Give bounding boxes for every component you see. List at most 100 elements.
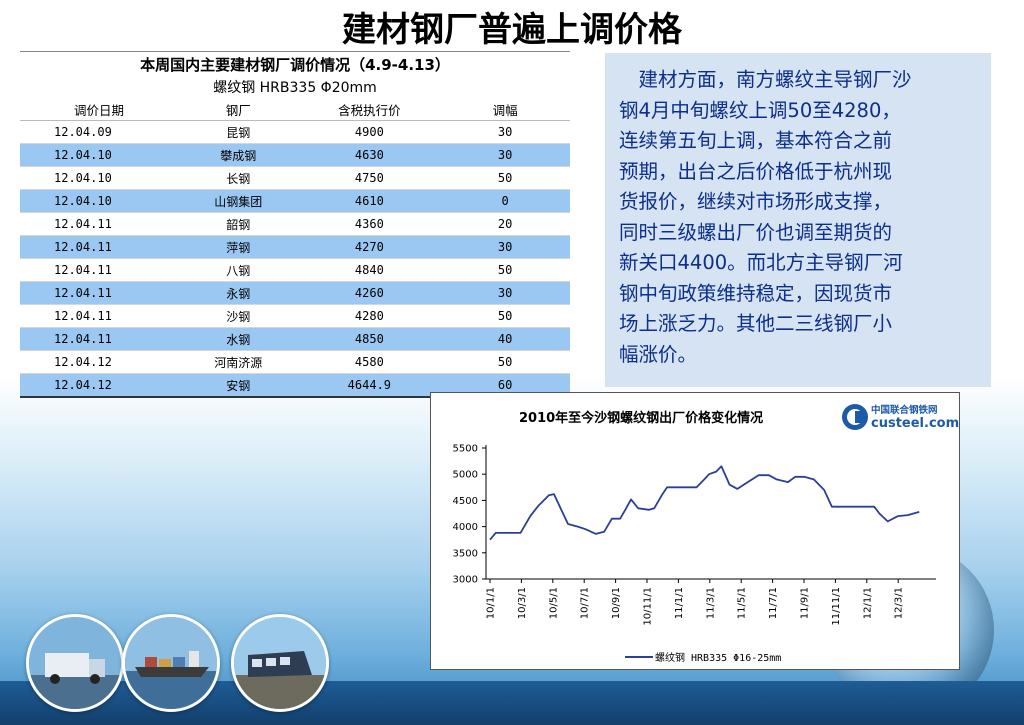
x-tick-label: 12/3/1 [894, 587, 905, 619]
cell-date: 12.04.12 [20, 373, 178, 398]
cell-price: 4360 [298, 212, 441, 236]
price-chart: 2010年至今沙钢螺纹钢出厂价格变化情况 中国联合钢铁网 custeel.com… [430, 392, 960, 670]
cell-mill: 山钢集团 [177, 189, 299, 213]
y-tick-label: 3000 [453, 575, 478, 586]
header-change: 调幅 [440, 98, 570, 121]
chart-title: 2010年至今沙钢螺纹钢出厂价格变化情况 [519, 410, 763, 426]
price-adjustment-table: 本周国内主要建材钢厂调价情况（4.9-4.13） 螺纹钢 HRB335 Φ20m… [20, 51, 570, 398]
cell-price: 4630 [298, 143, 441, 167]
cell-price: 4270 [298, 235, 441, 259]
commentary-line: 预期，出台之后价格低于杭州现 [619, 159, 893, 183]
cell-mill: 攀成钢 [177, 143, 299, 167]
table-row: 12.04.11 韶钢 4360 20 [20, 212, 570, 236]
cell-price: 4580 [298, 350, 441, 374]
cell-change: 0 [440, 189, 570, 213]
x-tick-label: 11/1/1 [674, 587, 685, 619]
cell-price: 4280 [298, 304, 441, 328]
y-tick-label: 5500 [453, 444, 478, 455]
table-row: 12.04.11 沙钢 4280 50 [20, 304, 570, 328]
cell-price: 4610 [298, 189, 441, 213]
commentary-line: 货报价，继续对市场形成支撑， [619, 190, 893, 213]
price-chart-svg: 2010年至今沙钢螺纹钢出厂价格变化情况 中国联合钢铁网 custeel.com… [453, 404, 959, 664]
commentary-line: 幅涨价。 [619, 342, 698, 366]
table-row: 12.04.10 攀成钢 4630 30 [20, 143, 570, 167]
x-tick-label: 10/11/1 [643, 587, 654, 626]
table-row: 12.04.11 永钢 4260 30 [20, 281, 570, 305]
header-mill: 钢厂 [177, 98, 299, 121]
cell-change: 50 [440, 258, 570, 282]
cell-date: 12.04.09 [20, 120, 178, 144]
table-row: 12.04.12 安钢 4644.9 60 [20, 373, 570, 398]
cell-date: 12.04.10 [20, 143, 178, 167]
cell-change: 30 [440, 120, 570, 144]
table-subcaption: 螺纹钢 HRB335 Φ20mm [213, 80, 377, 96]
cell-date: 12.04.12 [20, 350, 178, 374]
commentary-line: 新关口4400。而北方主导钢厂河 [619, 251, 903, 274]
table-row: 12.04.12 河南济源 4580 50 [20, 350, 570, 374]
x-tick-label: 10/5/1 [548, 587, 559, 619]
series-line-0 [489, 465, 920, 541]
cell-price: 4260 [298, 281, 441, 305]
cell-mill: 八钢 [177, 258, 299, 282]
cargo-ship-photo [122, 614, 220, 712]
commentary-line: 钢4月中旬螺纹上调50至4280， [619, 98, 901, 122]
cell-change: 40 [440, 327, 570, 351]
table-row: 12.04.09 昆钢 4900 30 [20, 120, 570, 144]
cell-date: 12.04.11 [20, 327, 178, 351]
table-row: 12.04.10 山钢集团 4610 0 [20, 189, 570, 213]
cell-mill: 安钢 [177, 373, 299, 398]
header-price: 含税执行价 [298, 98, 441, 121]
table-caption: 本周国内主要建材钢厂调价情况（4.9-4.13） [20, 51, 570, 76]
cell-mill: 永钢 [177, 281, 299, 305]
truck-photo [26, 614, 124, 712]
y-tick-label: 4500 [453, 496, 478, 507]
x-tick-label: 10/7/1 [580, 587, 591, 619]
cell-date: 12.04.11 [20, 304, 178, 328]
cell-mill: 昆钢 [177, 120, 299, 144]
cell-date: 12.04.11 [20, 212, 178, 236]
cell-mill: 河南济源 [177, 350, 299, 374]
commentary-box: 建材方面，南方螺纹主导钢厂沙 钢4月中旬螺纹上调50至4280， 连续第五旬上调，基… [605, 53, 991, 387]
slide-title: 建材钢厂普遍上调价格 [342, 10, 682, 50]
cell-date: 12.04.10 [20, 189, 178, 213]
cell-change: 30 [440, 235, 570, 259]
cell-date: 12.04.11 [20, 235, 178, 259]
cell-price: 4840 [298, 258, 441, 282]
cell-change: 50 [440, 304, 570, 328]
cell-change: 50 [440, 350, 570, 374]
cell-mill: 长钢 [177, 166, 299, 190]
cell-mill: 水钢 [177, 327, 299, 351]
custeel-logo: 中国联合钢铁网 custeel.com [842, 404, 959, 431]
cell-price: 4850 [298, 327, 441, 351]
x-tick-label: 11/5/1 [737, 587, 748, 619]
y-tick-label: 3500 [453, 548, 478, 559]
x-tick-label: 10/3/1 [517, 587, 528, 619]
cell-price: 4644.9 [298, 373, 441, 398]
train-photo [231, 614, 329, 712]
commentary-line: 同时三级螺出厂价也调至期货的 [619, 220, 893, 244]
cell-date: 12.04.11 [20, 281, 178, 305]
cell-date: 12.04.10 [20, 166, 178, 190]
y-tick-label: 5000 [453, 470, 478, 481]
cell-date: 12.04.11 [20, 258, 178, 282]
table-header-row: 调价日期 钢厂 含税执行价 调幅 [20, 98, 570, 121]
cell-mill: 沙钢 [177, 304, 299, 328]
cell-change: 20 [440, 212, 570, 236]
table-row: 12.04.11 八钢 4840 50 [20, 258, 570, 282]
x-tick-label: 11/7/1 [768, 587, 779, 619]
cell-change: 30 [440, 281, 570, 305]
header-date: 调价日期 [20, 98, 178, 121]
x-tick-label: 11/3/1 [705, 587, 716, 619]
cell-mill: 萍钢 [177, 235, 299, 259]
chart-legend: 螺纹钢 HRB335 Φ16-25mm [625, 651, 781, 664]
commentary-line: 连续第五旬上调，基本符合之前 [619, 129, 893, 152]
table-row: 12.04.10 长钢 4750 50 [20, 166, 570, 190]
y-tick-label: 4000 [453, 522, 478, 533]
table-row: 12.04.11 水钢 4850 40 [20, 327, 570, 351]
cell-change: 30 [440, 143, 570, 167]
table-caption-row: 本周国内主要建材钢厂调价情况（4.9-4.13） [20, 51, 570, 76]
x-tick-label: 10/1/1 [486, 587, 497, 619]
logo-cn: 中国联合钢铁网 [871, 404, 938, 416]
table-row: 12.04.11 萍钢 4270 30 [20, 235, 570, 259]
cell-price: 4900 [298, 120, 441, 144]
